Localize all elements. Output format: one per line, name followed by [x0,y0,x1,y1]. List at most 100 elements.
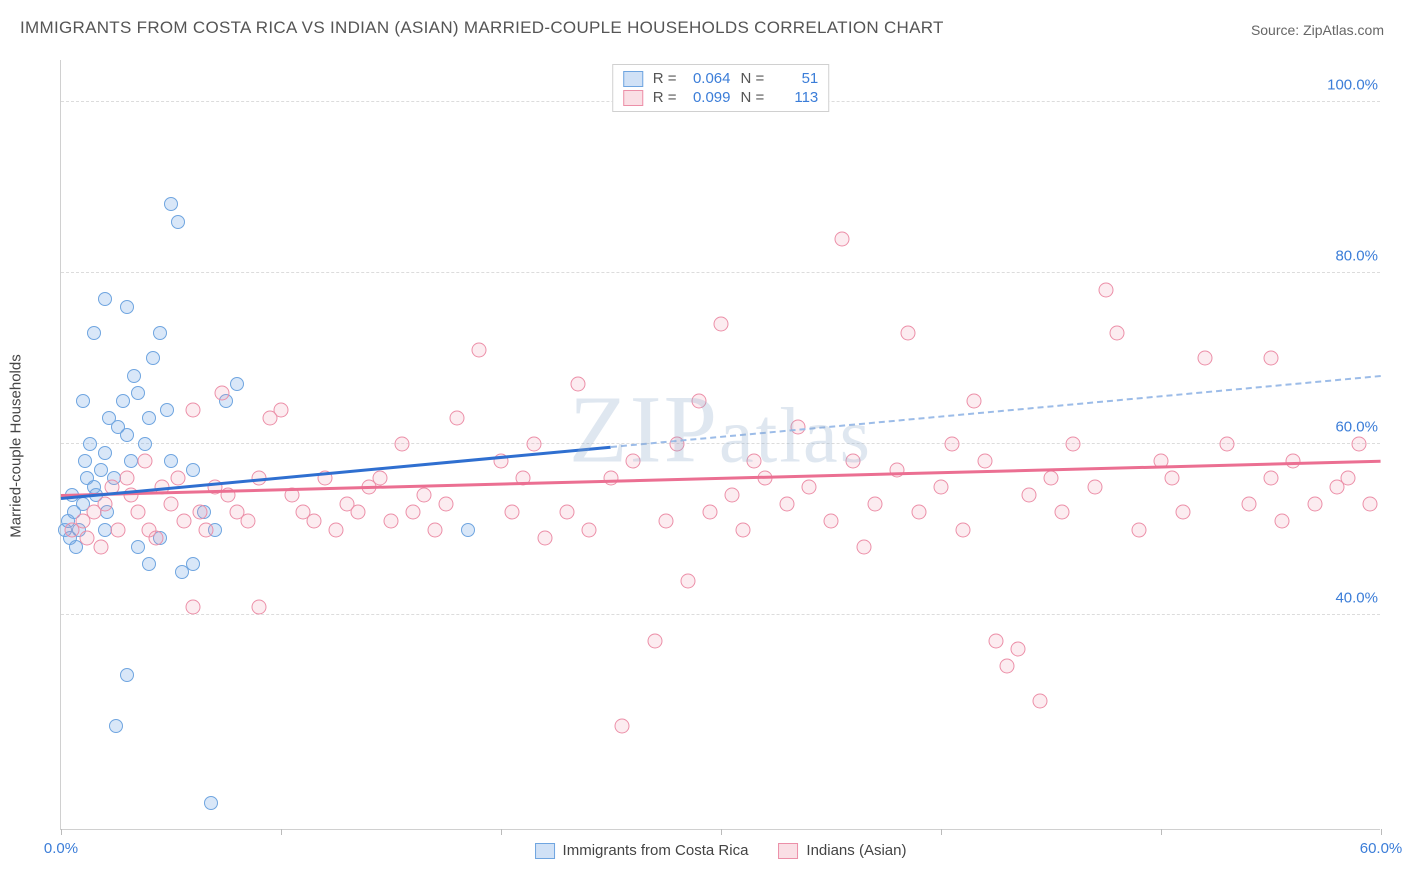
data-point [956,522,971,537]
data-point [868,496,883,511]
data-point [1198,351,1213,366]
x-tick-label: 0.0% [44,840,78,857]
x-tick [1381,829,1382,835]
data-point [747,454,762,469]
legend-item: Immigrants from Costa Rica [535,842,749,859]
legend-swatch-icon [623,90,643,106]
data-point [846,454,861,469]
legend-r-value: 0.099 [687,89,731,106]
gridline [61,614,1380,615]
y-tick-label: 100.0% [1323,76,1382,93]
data-point [1352,437,1367,452]
data-point [170,471,185,486]
data-point [538,531,553,546]
legend-swatch-icon [535,843,555,859]
data-point [527,437,542,452]
data-point [1099,283,1114,298]
data-point [164,454,178,468]
x-tick-label: 60.0% [1360,840,1403,857]
data-point [142,411,156,425]
legend-n-label: N = [741,70,765,87]
data-point [164,496,179,511]
data-point [153,326,167,340]
y-tick-label: 40.0% [1331,590,1382,607]
legend-swatch-icon [778,843,798,859]
data-point [978,454,993,469]
data-point [725,488,740,503]
data-point [582,522,597,537]
data-point [615,719,630,734]
data-point [1176,505,1191,520]
data-point [703,505,718,520]
data-point [802,479,817,494]
data-point [736,522,751,537]
data-point [681,573,696,588]
data-point [472,342,487,357]
data-point [780,496,795,511]
data-point [1000,659,1015,674]
data-point [395,437,410,452]
data-point [1363,496,1378,511]
data-point [131,505,146,520]
data-point [160,403,174,417]
legend-r-value: 0.064 [687,70,731,87]
data-point [461,523,475,537]
data-point [94,463,108,477]
data-point [204,796,218,810]
y-tick-label: 60.0% [1331,419,1382,436]
legend-row: R =0.064N =51 [623,69,819,88]
data-point [1275,514,1290,529]
data-point [93,539,108,554]
data-point [186,557,200,571]
watermark: ZIPatlas [569,374,872,485]
data-point [214,385,229,400]
data-point [626,454,641,469]
data-point [1308,496,1323,511]
source-attribution: Source: ZipAtlas.com [1251,22,1384,38]
data-point [824,514,839,529]
data-point [192,505,207,520]
data-point [131,540,145,554]
legend-n-value: 113 [774,89,818,106]
legend-series-label: Immigrants from Costa Rica [563,842,749,859]
legend-series-label: Indians (Asian) [806,842,906,859]
data-point [1110,325,1125,340]
data-point [252,599,267,614]
data-point [351,505,366,520]
x-tick [941,829,942,835]
y-axis-label: Married-couple Households [8,354,25,537]
data-point [199,522,214,537]
x-tick [61,829,62,835]
data-point [1242,496,1257,511]
data-point [1165,471,1180,486]
data-point [1132,522,1147,537]
gridline [61,272,1380,273]
series-legend: Immigrants from Costa Rica Indians (Asian… [535,842,907,859]
data-point [648,633,663,648]
data-point [1044,471,1059,486]
data-point [835,231,850,246]
y-tick-label: 80.0% [1331,247,1382,264]
data-point [109,719,123,733]
data-point [659,514,674,529]
legend-n-label: N = [741,89,765,106]
data-point [1033,693,1048,708]
data-point [137,454,152,469]
data-point [98,292,112,306]
data-point [241,514,256,529]
data-point [83,437,97,451]
data-point [1066,437,1081,452]
data-point [111,522,126,537]
data-point [120,300,134,314]
data-point [120,668,134,682]
data-point [138,437,152,451]
data-point [98,496,113,511]
x-tick [281,829,282,835]
legend-item: Indians (Asian) [778,842,906,859]
data-point [186,402,201,417]
data-point [177,514,192,529]
data-point [912,505,927,520]
data-point [967,394,982,409]
gridline [61,443,1380,444]
data-point [171,215,185,229]
